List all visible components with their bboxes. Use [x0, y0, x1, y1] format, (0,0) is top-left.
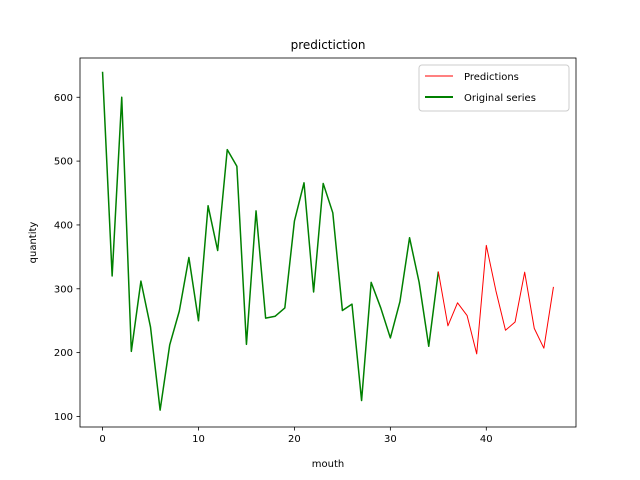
y-tick-label: 100 — [54, 412, 73, 423]
x-axis-ticks: 0 10 20 30 40 — [99, 427, 493, 445]
y-tick-label: 400 — [54, 220, 73, 231]
series-line-original-series — [101, 71, 440, 411]
x-tick-label: 0 — [99, 434, 105, 445]
x-tick-label: 10 — [192, 434, 205, 445]
x-axis-label: mouth — [312, 459, 344, 470]
y-tick-label: 200 — [54, 348, 73, 359]
legend-box — [418, 64, 570, 112]
y-tick-label: 500 — [54, 157, 73, 168]
x-tick-label: 20 — [288, 434, 301, 445]
legend-label-original-series: Original series — [464, 93, 536, 104]
plot-lines — [101, 71, 554, 411]
y-axis-label: quantity — [28, 222, 39, 264]
y-axis-ticks: 100 200 300 400 500 600 — [54, 93, 80, 423]
x-tick-label: 40 — [480, 434, 493, 445]
series-line-predictions — [437, 244, 554, 355]
plot-frame — [79, 57, 577, 428]
y-tick-label: 600 — [54, 93, 73, 104]
legend-label-predictions: Predictions — [464, 72, 519, 83]
x-tick-label: 30 — [384, 434, 397, 445]
chart-title: predictiction — [291, 38, 366, 52]
y-tick-label: 300 — [54, 284, 73, 295]
legend: Predictions Original series — [418, 64, 570, 112]
